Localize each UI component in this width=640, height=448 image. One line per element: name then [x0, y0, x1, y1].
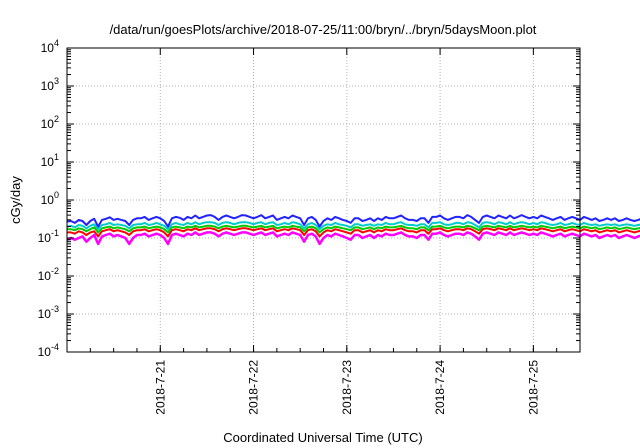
y-tick-label: 102 — [41, 114, 59, 131]
y-tick-label: 10-2 — [38, 266, 59, 283]
y-tick-label: 10-4 — [38, 342, 59, 359]
plot-frame — [66, 47, 581, 353]
series-group — [66, 214, 640, 246]
y-tick-label: 10-3 — [38, 304, 59, 321]
y-tick-label: 10-1 — [38, 228, 59, 245]
x-tick-label: 2018-7-24 — [433, 360, 447, 415]
series-line-1 — [66, 231, 640, 246]
series-line-3 — [67, 224, 640, 234]
x-tick-label: 2018-7-23 — [340, 360, 354, 415]
series-line-2 — [67, 227, 640, 238]
y-axis-label: cGy/day — [8, 176, 23, 224]
x-tick-label: 2018-7-25 — [526, 360, 540, 415]
series-line-4 — [66, 221, 640, 231]
x-axis-label: Coordinated Universal Time (UTC) — [223, 430, 422, 445]
x-tick-labels: 2018-7-21 2018-7-22 2018-7-23 2018-7-24 2018… — [153, 360, 540, 415]
x-tick-label: 2018-7-21 — [153, 360, 167, 415]
y-tick-label: 101 — [41, 152, 59, 169]
x-tick-label: 2018-7-22 — [247, 360, 261, 415]
chart-title: /data/run/goesPlots/archive/2018-07-25/1… — [110, 22, 537, 37]
y-tick-labels: 10-4 10-3 10-2 10-1 100 101 102 103 104 — [38, 38, 59, 359]
y-tick-label: 100 — [41, 190, 59, 207]
y-tick-label: 104 — [41, 38, 59, 55]
series-line-5 — [66, 214, 640, 228]
tick-group — [66, 47, 581, 353]
y-tick-label: 103 — [41, 76, 59, 93]
grid — [67, 47, 580, 353]
